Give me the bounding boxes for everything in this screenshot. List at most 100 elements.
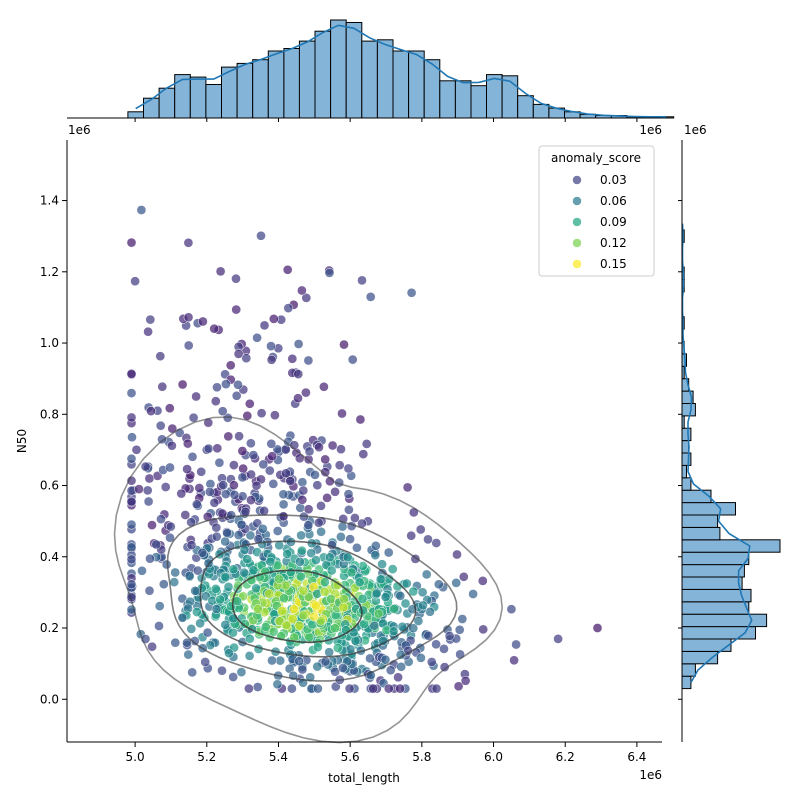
- kde-contour-line: [113, 416, 504, 744]
- scatter-point: [229, 490, 240, 500]
- scatter-point: [339, 594, 349, 604]
- scatter-point: [154, 621, 164, 631]
- scatter-point: [275, 655, 286, 666]
- scatter-point: [294, 620, 305, 631]
- right-hist-bar: [681, 601, 750, 615]
- scatter-point: [350, 513, 360, 523]
- scatter-point: [293, 393, 303, 404]
- scatter-point: [217, 665, 227, 676]
- scatter-point: [295, 556, 305, 567]
- scatter-point: [278, 489, 289, 500]
- y-tick-label: 1.4: [40, 194, 59, 208]
- scatter-point: [215, 594, 225, 605]
- scatter-point: [155, 351, 166, 362]
- scatter-point: [370, 540, 381, 551]
- scatter-point: [326, 594, 336, 604]
- scatter-point: [248, 450, 259, 460]
- scatter-point: [183, 237, 194, 248]
- scatter-point: [274, 574, 284, 584]
- scatter-point: [380, 654, 391, 665]
- scatter-point: [387, 564, 398, 574]
- scatter-point: [164, 403, 175, 414]
- scatter-point: [293, 369, 304, 379]
- right-hist-bar: [681, 477, 692, 491]
- x-tick-label: 6.4: [627, 750, 646, 764]
- scatter-point: [210, 396, 221, 407]
- legend-marker: [572, 196, 582, 206]
- kde-contour-line: [166, 514, 458, 682]
- scatter-point: [234, 431, 244, 442]
- scatter-point: [176, 488, 187, 499]
- scatter-point: [184, 570, 195, 581]
- scatter-point: [194, 483, 205, 493]
- scatter-point: [259, 506, 269, 516]
- scatter-points: [126, 205, 603, 694]
- scatter-point: [233, 379, 243, 390]
- scatter-point: [236, 667, 247, 677]
- scatter-point: [346, 567, 357, 578]
- scatter-point: [137, 565, 147, 576]
- scatter-point: [170, 567, 181, 578]
- scatter-point: [298, 485, 309, 496]
- y-tick-label: 0.6: [40, 479, 59, 493]
- scatter-point: [202, 627, 213, 638]
- scatter-point: [264, 588, 275, 599]
- top-hist-kde-line: [135, 24, 666, 118]
- right-hist-bar: [681, 440, 690, 454]
- scatter-point: [192, 565, 203, 576]
- right-hist-bar: [681, 403, 696, 417]
- scatter-point: [344, 504, 354, 515]
- scatter-point: [406, 530, 417, 541]
- scatter-point: [229, 480, 239, 491]
- scatter-point: [190, 586, 201, 596]
- top-hist-bar: [376, 39, 394, 119]
- scatter-point: [477, 576, 488, 586]
- scatter-point: [186, 540, 197, 550]
- scatter-point: [296, 571, 306, 582]
- scatter-point: [231, 273, 241, 284]
- scatter-point: [165, 532, 175, 543]
- scatter-point: [301, 293, 312, 303]
- scatter-point: [126, 368, 137, 379]
- scatter-point: [295, 503, 306, 513]
- scatter-point: [257, 523, 268, 534]
- scatter-point: [297, 494, 308, 505]
- scatter-point: [342, 552, 353, 563]
- scatter-point: [330, 623, 340, 634]
- scatter-point: [370, 550, 381, 561]
- scatter-point: [127, 432, 137, 443]
- scatter-point: [431, 683, 442, 694]
- scatter-point: [221, 379, 231, 389]
- scatter-panel: [113, 205, 603, 744]
- scatter-point: [293, 339, 304, 349]
- top-hist-bar: [439, 80, 456, 119]
- legend-label: 0.03: [600, 173, 627, 187]
- scatter-point: [377, 559, 387, 570]
- top-hist-bar: [189, 76, 207, 119]
- scatter-point: [339, 339, 349, 350]
- scatter-point: [418, 600, 428, 611]
- scatter-point: [324, 647, 335, 658]
- scatter-point: [223, 582, 234, 592]
- scatter-point: [270, 410, 280, 421]
- axes: 5.0 5.2 5.4 5.6 5.8 6.0 6.2 6.4 0.0 0.2 0.4 0.6 0.8 1…: [40, 140, 662, 764]
- scatter-point: [256, 230, 266, 241]
- scatter-point: [186, 624, 197, 634]
- scatter-point: [260, 622, 271, 632]
- y-tick-label: 1.2: [40, 265, 59, 279]
- scatter-point: [146, 406, 156, 416]
- scatter-point: [444, 631, 455, 641]
- scatter-point: [246, 438, 256, 449]
- scatter-point: [272, 679, 283, 690]
- scatter-point: [140, 461, 151, 472]
- top-hist-bar: [361, 40, 378, 119]
- scatter-point: [126, 412, 137, 423]
- top-hist-bar: [517, 95, 534, 119]
- scatter-point: [330, 486, 340, 497]
- scatter-point: [245, 530, 256, 541]
- scatter-point: [177, 612, 188, 623]
- scatter-point: [253, 604, 263, 614]
- scatter-point: [183, 340, 194, 351]
- right-hist-bar: [681, 564, 745, 578]
